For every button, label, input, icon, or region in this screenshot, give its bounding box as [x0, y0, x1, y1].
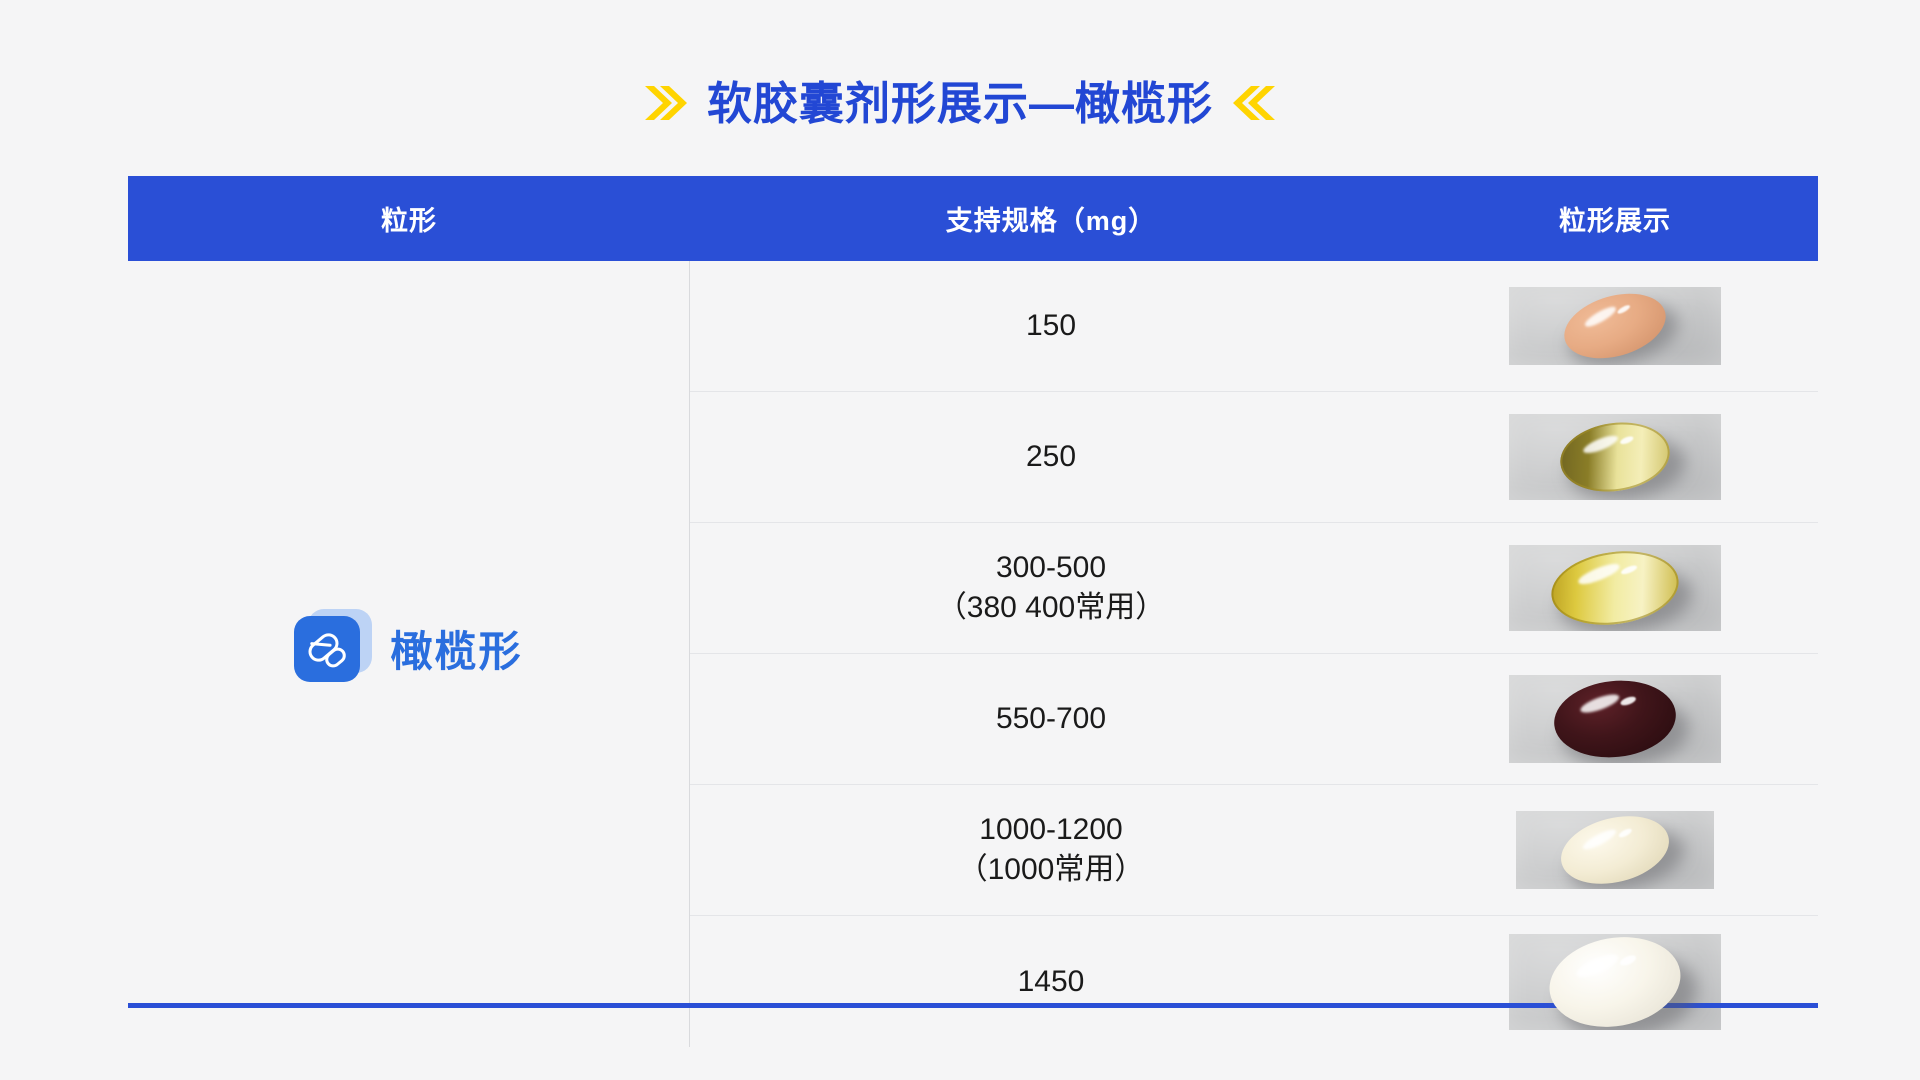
spec-value: 150 — [1025, 309, 1077, 343]
double-chevron-left-icon — [1231, 83, 1277, 123]
bottom-accent-rule — [128, 1003, 1818, 1008]
table-header-spec: 支持规格（mg） — [945, 206, 1157, 236]
photo-cell — [1412, 785, 1818, 915]
table-header-row: 粒形 支持规格（mg） 粒形展示 — [128, 176, 1818, 261]
spec-cell: 1000-1200 （1000常用） — [690, 785, 1412, 915]
table-body: 橄榄形 150 250 — [128, 261, 1818, 1047]
spec-value: 1450 — [1017, 964, 1085, 998]
photo-cell — [1412, 392, 1818, 522]
spec-value: 1000-1200 — [979, 813, 1123, 847]
spec-note: （1000常用） — [957, 853, 1145, 886]
shape-group-label: 橄榄形 — [390, 628, 523, 675]
photo-cell — [1412, 261, 1818, 391]
capsule-photo-1450 — [1509, 933, 1721, 1030]
shape-group-cell: 橄榄形 — [128, 261, 690, 1047]
table-header-photo: 粒形展示 — [1559, 206, 1671, 236]
spec-cell: 550-700 — [690, 654, 1412, 784]
spec-value: 550-700 — [995, 702, 1107, 736]
table-row: 300-500 （380 400常用） — [690, 523, 1818, 654]
capsule-icon — [294, 609, 373, 688]
photo-cell — [1412, 916, 1818, 1047]
capsule-spec-table: 粒形 支持规格（mg） 粒形展示 橄榄形 — [128, 176, 1818, 1047]
spec-value: 250 — [1025, 440, 1077, 474]
capsule-photo-150 — [1509, 287, 1721, 365]
page-title: 软胶囊剂形展示—橄榄形 — [706, 77, 1213, 129]
table-row: 550-700 — [690, 654, 1818, 785]
photo-cell — [1412, 523, 1818, 653]
spec-cell: 250 — [690, 392, 1412, 522]
table-header-shape: 粒形 — [381, 206, 437, 236]
table-row: 150 — [690, 261, 1818, 392]
capsule-photo-250 — [1509, 414, 1721, 500]
capsule-photo-300-500 — [1509, 545, 1721, 631]
spec-cell: 150 — [690, 261, 1412, 391]
spec-note: （380 400常用） — [936, 591, 1166, 624]
table-row: 250 — [690, 392, 1818, 523]
spec-rows: 150 250 — [690, 261, 1818, 1047]
photo-cell — [1412, 654, 1818, 784]
table-row: 1000-1200 （1000常用） — [690, 785, 1818, 916]
capsule-photo-1000-1200 — [1516, 811, 1714, 889]
spec-cell: 300-500 （380 400常用） — [690, 523, 1412, 653]
double-chevron-right-icon — [643, 83, 689, 123]
table-row: 1450 — [690, 916, 1818, 1047]
page-title-bar: 软胶囊剂形展示—橄榄形 — [0, 66, 1920, 140]
spec-cell: 1450 — [690, 916, 1412, 1047]
spec-value: 300-500 — [995, 551, 1107, 585]
capsule-photo-550-700 — [1509, 675, 1721, 763]
capsule-icon-tile — [294, 616, 361, 682]
